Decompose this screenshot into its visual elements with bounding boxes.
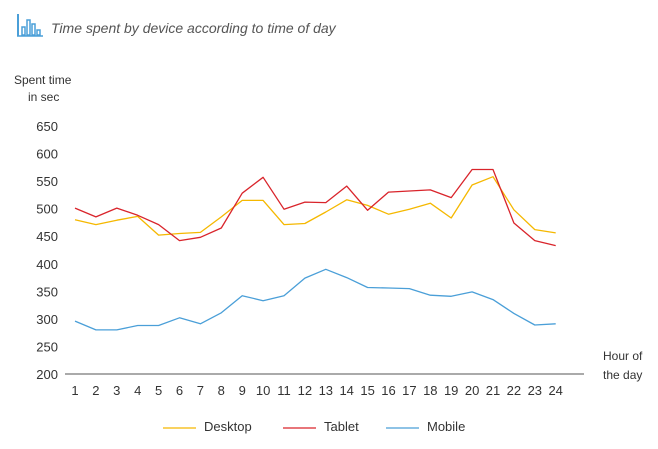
legend-label: Desktop xyxy=(204,419,252,434)
x-tick-label: 17 xyxy=(402,383,416,398)
y-tick-label: 200 xyxy=(36,367,58,382)
series-line-mobile xyxy=(74,268,556,331)
x-tick-label: 23 xyxy=(528,383,542,398)
x-tick-label: 5 xyxy=(155,383,162,398)
y-tick-label: 600 xyxy=(36,147,58,162)
y-tick-labels: 200 250 300 350 400 450 500 550 600 650 xyxy=(36,119,58,382)
x-tick-label: 22 xyxy=(507,383,521,398)
x-tick-label: 14 xyxy=(339,383,353,398)
legend-label: Tablet xyxy=(324,419,359,434)
legend: Desktop Tablet Mobile xyxy=(163,419,465,434)
x-tick-label: 1 xyxy=(71,383,78,398)
series-line-tablet xyxy=(74,168,556,247)
legend-item-tablet: Tablet xyxy=(283,419,359,434)
x-tick-label: 19 xyxy=(444,383,458,398)
x-tick-label: 24 xyxy=(548,383,562,398)
y-tick-label: 650 xyxy=(36,119,58,134)
x-tick-label: 20 xyxy=(465,383,479,398)
y-tick-label: 250 xyxy=(36,339,58,354)
chart-title: Time spent by device according to time o… xyxy=(51,20,337,36)
y-tick-label: 350 xyxy=(36,284,58,299)
x-tick-labels: 1 2 3 4 5 6 7 8 9 10 11 12 13 14 15 16 17 18 19 20 21 22 23 24 xyxy=(71,383,563,398)
legend-item-desktop: Desktop xyxy=(163,419,252,434)
x-tick-label: 11 xyxy=(277,383,291,398)
chart-icon xyxy=(17,14,43,37)
x-tick-label: 8 xyxy=(218,383,225,398)
x-tick-label: 7 xyxy=(197,383,204,398)
series-lines xyxy=(74,168,556,331)
x-tick-label: 18 xyxy=(423,383,437,398)
x-tick-label: 3 xyxy=(113,383,120,398)
x-tick-label: 6 xyxy=(176,383,183,398)
x-tick-label: 9 xyxy=(239,383,246,398)
x-tick-label: 2 xyxy=(92,383,99,398)
y-axis-label-line2: in sec xyxy=(28,90,59,104)
x-axis-label-line2: the day xyxy=(603,368,642,382)
x-tick-label: 13 xyxy=(319,383,333,398)
y-tick-label: 400 xyxy=(36,257,58,272)
y-tick-label: 500 xyxy=(36,202,58,217)
legend-item-mobile: Mobile xyxy=(386,419,465,434)
x-tick-label: 16 xyxy=(381,383,395,398)
x-tick-label: 12 xyxy=(298,383,312,398)
y-tick-label: 450 xyxy=(36,229,58,244)
y-tick-label: 550 xyxy=(36,174,58,189)
x-tick-label: 4 xyxy=(134,383,141,398)
legend-label: Mobile xyxy=(427,419,465,434)
x-axis-label-line1: Hour of xyxy=(603,349,643,363)
y-tick-label: 300 xyxy=(36,312,58,327)
series-line-desktop xyxy=(74,176,556,236)
x-tick-label: 10 xyxy=(256,383,270,398)
x-tick-label: 21 xyxy=(486,383,500,398)
y-axis-label-line1: Spent time xyxy=(14,73,72,87)
x-tick-label: 15 xyxy=(360,383,374,398)
